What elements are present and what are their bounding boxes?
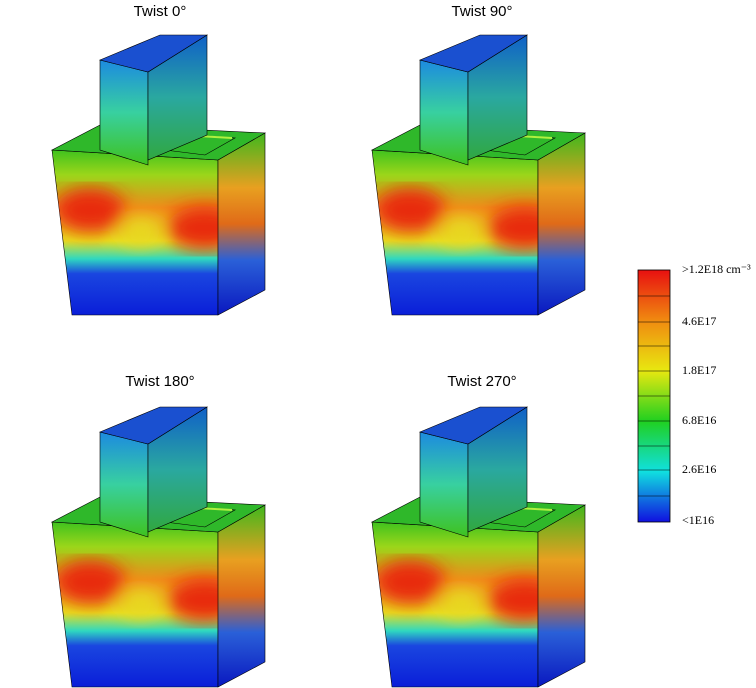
panel-title: Twist 0° (134, 3, 187, 20)
colorbar-label: 6.8E16 (682, 413, 716, 427)
simulation-render (52, 35, 265, 315)
panel-title: Twist 90° (451, 3, 512, 20)
colorbar (637, 269, 671, 523)
colorbar-label: 1.8E17 (682, 363, 716, 377)
simulation-render (52, 407, 265, 687)
simulation-render (372, 407, 585, 687)
colorbar-label: 4.6E17 (682, 314, 716, 328)
simulation-render (372, 35, 585, 315)
colorbar-label: 2.6E16 (682, 462, 716, 476)
colorbar-label: <1E16 (682, 513, 714, 527)
panel-title: Twist 270° (447, 373, 516, 390)
colorbar-label: >1.2E18 cm⁻³ (682, 262, 751, 276)
panel-title: Twist 180° (125, 373, 194, 390)
